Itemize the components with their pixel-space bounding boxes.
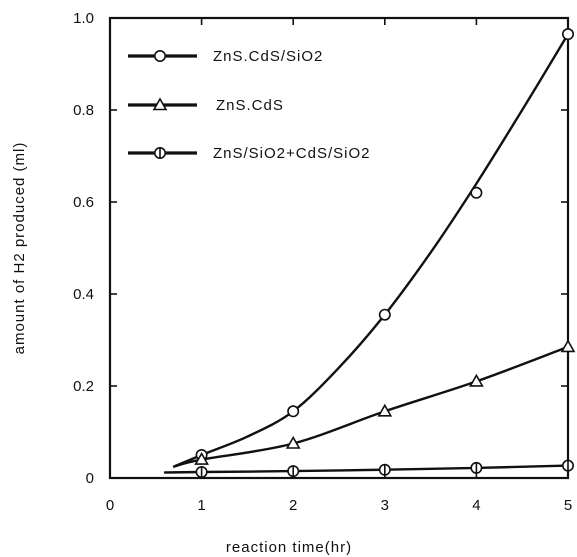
axis-ticks [109,17,569,479]
data-point [469,373,484,387]
data-point [285,435,301,449]
y-tick-label: 0.4 [73,286,94,303]
series-line-1 [172,32,570,468]
data-point [561,28,574,41]
legend-label: ZnS/SiO2+CdS/SiO2 [213,145,370,162]
plot-frame [108,16,570,480]
legend-label: ZnS.CdS [216,97,284,114]
x-tick-label: 1 [197,497,205,514]
data-markers [194,28,576,479]
y-tick-label: 0 [86,470,94,487]
data-point [377,403,393,417]
data-point [561,459,574,472]
data-point [470,186,483,199]
legend-entry: ZnS.CdS [128,97,284,114]
x-tick-label: 5 [564,497,572,514]
x-tick-label: 2 [289,497,297,514]
data-point [560,339,576,353]
y-tick-label: 0.6 [73,194,94,211]
data-point [378,463,391,476]
legend-entry: ZnS/SiO2+CdS/SiO2 [128,145,370,162]
legend-marker [154,49,167,62]
series-line-3 [163,464,570,474]
legend-marker [152,97,168,111]
y-axis-label: amount of H2 produced (ml) [11,142,28,355]
y-tick-label: 1.0 [73,10,94,27]
plot-border [108,16,570,480]
data-point [194,451,209,465]
x-tick-label: 0 [106,497,114,514]
y-tick-label: 0.2 [73,378,94,395]
series-line-2 [172,345,570,468]
legend: ZnS.CdS/SiO2 ZnS.CdS ZnS/SiO2+CdS/SiO2 [128,48,370,162]
x-tick-label: 4 [472,497,480,514]
tick-labels: 0 1 2 3 4 5 0 0.2 0.4 0.6 0.8 1.0 [73,10,572,514]
legend-entry: ZnS.CdS/SiO2 [128,48,323,65]
x-axis-label: reaction time(hr) [226,539,352,556]
x-tick-label: 3 [381,497,389,514]
data-point [287,405,300,418]
data-point [287,465,300,478]
data-point [378,308,391,321]
y-tick-label: 0.8 [73,102,94,119]
data-point [470,461,483,474]
data-point [195,466,208,479]
legend-label: ZnS.CdS/SiO2 [213,48,323,65]
legend-marker [154,147,167,160]
